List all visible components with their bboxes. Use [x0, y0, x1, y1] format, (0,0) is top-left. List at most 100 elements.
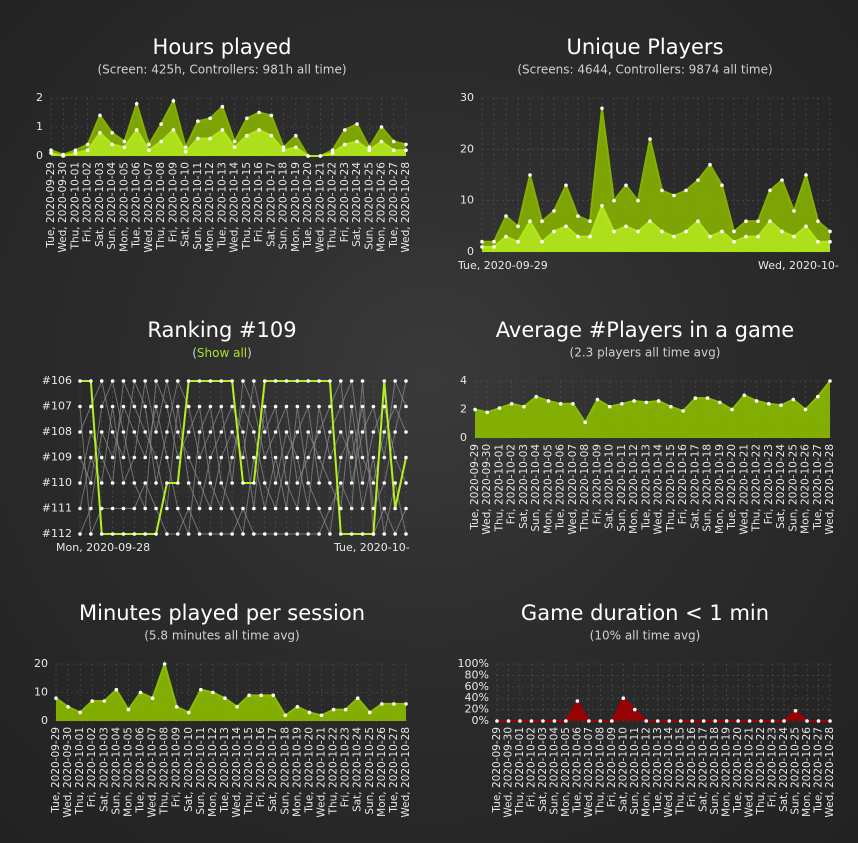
point [78, 379, 82, 383]
point [754, 399, 759, 403]
point [85, 142, 90, 147]
point [732, 239, 736, 244]
point [828, 379, 832, 383]
area-line [482, 108, 831, 243]
point [99, 430, 104, 434]
x-tick-label: Sat, 2020-10-24 [351, 162, 363, 247]
x-tick-label: Sun, 2020-10-11 [629, 727, 641, 815]
x-tick-label: Tue, 2020-10-06 [571, 727, 583, 814]
point [89, 379, 93, 383]
point [306, 379, 311, 383]
point [78, 455, 82, 460]
point [696, 178, 700, 182]
point [252, 506, 256, 511]
point [295, 481, 300, 485]
x-tick-label: Tue, 2020-10-06 [134, 727, 146, 814]
point [143, 379, 147, 383]
point [598, 719, 603, 723]
point [328, 506, 332, 511]
x-tick-label: Wed, 2020-10-21 [316, 727, 328, 818]
point [541, 719, 545, 723]
point [497, 406, 502, 410]
x-tick-label: Wed, 2020-10-28 [400, 162, 412, 253]
chart-subtitle: (Screens: 4644, Controllers: 9874 all ti… [517, 63, 772, 77]
point [644, 719, 649, 723]
point [143, 430, 147, 434]
point [349, 532, 354, 536]
x-tick-label: Thu, 2020-10-15 [241, 162, 253, 250]
point [575, 699, 580, 703]
point [367, 148, 372, 152]
point [528, 219, 532, 223]
point [171, 128, 176, 132]
point [186, 379, 191, 383]
point [143, 506, 147, 511]
point [624, 224, 628, 229]
x-tick-label: Fri, 2020-10-09 [171, 727, 183, 807]
y-tick-label: #110 [42, 476, 72, 489]
point [110, 131, 115, 135]
x-tick-label: Tue, 2020-09-29 [469, 444, 481, 531]
point [230, 532, 234, 536]
point [349, 430, 354, 434]
point [223, 696, 227, 700]
point [355, 696, 360, 700]
point [208, 481, 213, 485]
x-tick-label: Tue, 2020-10-20 [302, 162, 314, 249]
point [219, 455, 224, 460]
point [176, 430, 180, 434]
point [382, 379, 387, 383]
chart-subtitle: (2.3 players all time avg) [570, 346, 721, 360]
y-tick-label: 0 [460, 431, 467, 444]
x-tick-label: Mon, 2020-10-19 [291, 727, 303, 817]
point [143, 532, 147, 536]
point [147, 142, 151, 147]
point [132, 430, 137, 434]
point [273, 506, 278, 511]
point [391, 139, 396, 144]
point [232, 145, 237, 150]
point [792, 234, 796, 239]
point [701, 719, 706, 723]
point [360, 430, 365, 434]
x-tick-label: Thu, 2020-10-22 [327, 162, 339, 250]
point [371, 455, 376, 460]
x-tick-label: Tue, 2020-10-13 [652, 727, 664, 814]
area [482, 205, 830, 252]
point [632, 707, 637, 712]
y-tick-label: 1 [36, 120, 43, 133]
point [360, 379, 365, 383]
point [339, 404, 343, 409]
point [480, 245, 484, 249]
show-all-link[interactable]: Show all [197, 346, 247, 360]
point [349, 379, 354, 383]
point [393, 506, 397, 511]
point [134, 128, 139, 132]
point [211, 690, 215, 695]
x-tick-label: Sun, 2020-10-18 [279, 727, 291, 815]
point [724, 719, 729, 723]
y-tick-label: 0 [36, 149, 43, 162]
point [492, 245, 496, 249]
x-tick-label: Tue, 2020-10-13 [640, 444, 652, 531]
point [219, 430, 224, 434]
point [660, 188, 664, 193]
point [791, 397, 796, 402]
point [349, 481, 354, 485]
point [404, 455, 408, 460]
point [552, 229, 556, 234]
point [197, 430, 202, 434]
point [252, 455, 256, 460]
point [349, 506, 354, 511]
point [154, 430, 158, 434]
point [121, 506, 126, 511]
point [176, 455, 180, 460]
point [404, 702, 408, 706]
point [756, 234, 760, 239]
point [529, 719, 534, 723]
point [132, 532, 137, 536]
point [815, 394, 820, 399]
point [720, 229, 724, 234]
point [99, 481, 104, 485]
point [632, 399, 636, 403]
